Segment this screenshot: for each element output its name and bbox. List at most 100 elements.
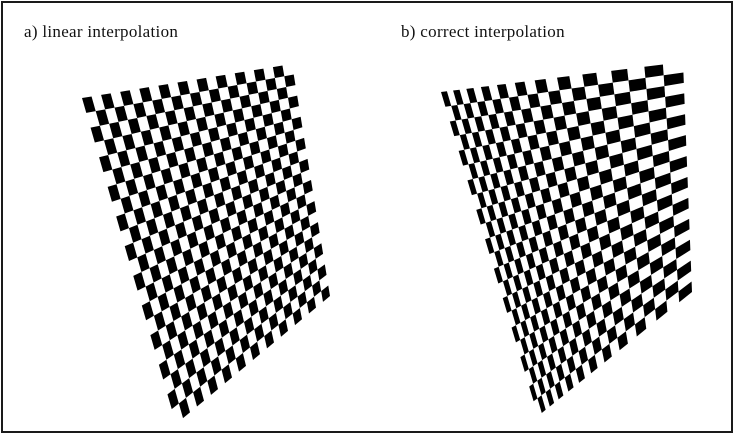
checker-square: [247, 217, 259, 234]
checker-square: [258, 186, 270, 203]
checker-square: [628, 77, 647, 92]
checker-square: [459, 134, 470, 150]
checker-square: [535, 263, 546, 281]
checker-square: [221, 258, 232, 276]
checker-square: [641, 189, 657, 207]
checker-square: [639, 274, 653, 294]
checker-square: [255, 126, 267, 141]
checker-square: [545, 388, 555, 407]
checker-square: [644, 64, 664, 78]
checker-square: [540, 187, 552, 204]
checker-square: [527, 93, 541, 109]
checker-square: [585, 160, 599, 176]
checker-square: [183, 106, 196, 122]
checker-square: [152, 98, 166, 115]
checker-square: [494, 250, 504, 267]
checker-square: [231, 146, 243, 162]
checker-square: [251, 104, 263, 118]
checker-square: [196, 367, 208, 387]
checker-square: [598, 168, 613, 185]
checker-square: [196, 157, 208, 173]
checker-square: [574, 259, 586, 277]
checker-square: [177, 266, 190, 285]
checker-square: [538, 247, 550, 264]
checker-square: [109, 121, 123, 139]
checker-square: [165, 110, 178, 126]
checker-square: [623, 312, 635, 332]
checker-square: [620, 137, 637, 153]
checker-square: [596, 275, 609, 294]
checker-square: [302, 180, 313, 195]
checker-square: [171, 95, 184, 111]
checker-square: [647, 233, 662, 252]
checker-square: [262, 113, 274, 127]
checker-square: [569, 337, 579, 356]
checker-square: [529, 383, 538, 402]
checker-square: [277, 143, 289, 158]
checker-square: [539, 145, 552, 162]
checker-square: [559, 328, 570, 347]
checker-square: [175, 221, 187, 239]
checker-square: [95, 109, 110, 126]
checker-square: [280, 202, 291, 218]
checker-square: [468, 163, 479, 179]
checker-square: [184, 146, 197, 163]
checker-square: [82, 96, 96, 113]
checker-square: [297, 291, 307, 308]
checker-square: [582, 328, 592, 347]
checker-square: [518, 224, 529, 242]
checker-square: [537, 360, 547, 378]
checker-square: [225, 161, 237, 177]
checker-square: [181, 378, 194, 398]
checker-square: [310, 222, 320, 238]
checker-square: [562, 101, 577, 116]
checker-square: [627, 270, 640, 289]
checker-square: [576, 175, 590, 192]
checker-square: [529, 176, 541, 193]
checker-square: [258, 225, 269, 242]
checker-square: [231, 185, 243, 201]
checker-square: [247, 257, 259, 275]
checker-square: [524, 192, 536, 209]
checker-square: [104, 138, 118, 155]
checker-square: [253, 282, 264, 300]
checker-square: [188, 339, 200, 359]
checker-square: [559, 267, 570, 285]
checker-square: [569, 276, 581, 294]
checker-square: [244, 316, 255, 335]
checker-square: [162, 211, 176, 229]
checkerboard-correct: [441, 62, 692, 416]
checker-square: [306, 296, 316, 314]
checker-square: [231, 225, 243, 242]
checker-square: [650, 129, 669, 145]
checker-square: [214, 337, 226, 357]
checker-square: [492, 157, 504, 173]
checker-square: [499, 126, 511, 142]
checker-square: [471, 131, 483, 148]
checker-square: [576, 111, 591, 126]
checker-square: [619, 288, 632, 307]
checker-square: [185, 293, 197, 312]
checker-square: [207, 311, 219, 330]
checker-square: [488, 188, 499, 205]
checker-square: [580, 135, 595, 151]
checker-square: [521, 108, 534, 124]
checker-square: [510, 138, 523, 154]
checker-square: [542, 230, 554, 248]
checker-square: [480, 86, 493, 102]
checker-square: [533, 161, 546, 177]
checker-square: [511, 325, 521, 343]
checker-square: [264, 330, 274, 349]
checker-square: [221, 364, 232, 384]
checker-square: [170, 238, 183, 257]
checker-square: [512, 274, 523, 292]
checker-square: [239, 94, 252, 109]
checker-square: [167, 194, 180, 212]
checker-square: [564, 373, 574, 392]
checker-square: [226, 122, 238, 137]
checker-square: [585, 267, 597, 286]
checker-square: [234, 71, 247, 85]
checker-square: [208, 166, 220, 183]
checker-square: [213, 151, 226, 167]
checker-square: [215, 74, 228, 89]
